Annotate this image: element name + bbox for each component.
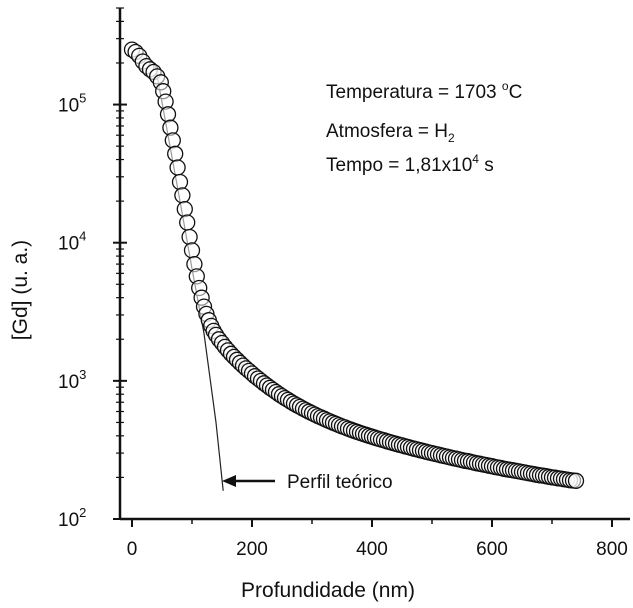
y-axis-label: [Gd] (u. a.) xyxy=(9,240,32,340)
x-tick-label: 400 xyxy=(356,539,388,560)
x-tick-label: 200 xyxy=(236,539,268,560)
perfil-teorico-label: Perfil teórico xyxy=(287,472,393,493)
x-tick-label: 0 xyxy=(127,539,138,560)
data-point xyxy=(171,173,189,191)
annotation-line: Tempo = 1,81x104 s xyxy=(326,152,494,176)
y-tick-label: 105 xyxy=(58,91,86,117)
y-tick-label: 104 xyxy=(58,229,86,255)
annotation-text: Temperatura = 1703 oC Atmosfera = H2 Tempo… xyxy=(326,79,522,176)
perfil-teorico-arrow xyxy=(222,475,275,487)
data-point xyxy=(174,187,191,204)
y-tick-labels: 102 103 104 105 xyxy=(58,91,86,531)
annotation-line: Atmosfera = H2 xyxy=(326,121,455,145)
tick-marks xyxy=(113,7,613,527)
data-point xyxy=(159,106,177,123)
annotation-line: Temperatura = 1703 oC xyxy=(326,79,522,103)
x-tick-label: 800 xyxy=(596,539,628,560)
data-point xyxy=(167,145,184,162)
x-axis-label: Profundidade (nm) xyxy=(241,579,415,602)
data-point xyxy=(169,159,186,176)
data-point xyxy=(181,228,198,246)
data-point xyxy=(164,132,181,149)
data-points xyxy=(123,41,585,489)
data-point xyxy=(179,214,196,231)
data-point xyxy=(176,200,193,218)
x-tick-labels: 0 200 400 600 800 xyxy=(127,539,628,560)
data-point xyxy=(183,242,201,259)
axes xyxy=(118,8,630,521)
y-tick-label: 103 xyxy=(58,367,86,393)
data-point xyxy=(567,472,585,489)
y-tick-label: 102 xyxy=(58,505,86,531)
x-tick-label: 600 xyxy=(476,539,508,560)
